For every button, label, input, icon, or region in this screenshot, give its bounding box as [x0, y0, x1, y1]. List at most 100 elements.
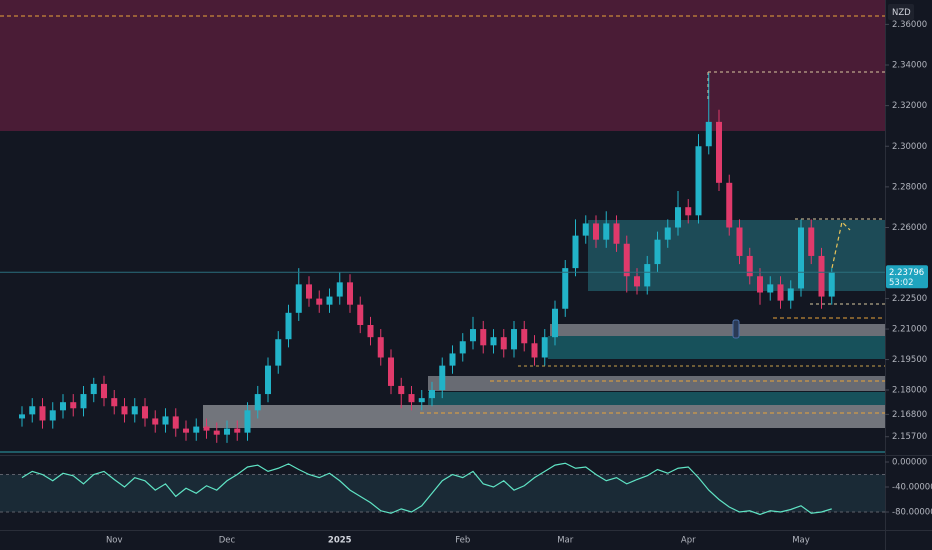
candle-body: [716, 121, 722, 183]
x-tick-label: Dec: [219, 536, 236, 546]
candle-body: [757, 276, 763, 293]
candle-body: [439, 365, 446, 390]
candle-body: [377, 337, 384, 358]
candle-body: [572, 235, 579, 269]
candle-body: [347, 282, 353, 305]
candle-body: [480, 329, 487, 346]
last-price-box: [886, 265, 928, 289]
candle-body: [787, 288, 794, 301]
candle-body: [675, 207, 681, 228]
y-tick-label: 0.00000: [892, 458, 927, 468]
y-tick-label: 2.18000: [892, 386, 927, 396]
candle-body: [552, 308, 558, 338]
candle-body: [705, 121, 712, 147]
candle-body: [193, 426, 200, 433]
candle-body: [336, 282, 343, 297]
candle-body: [316, 298, 323, 305]
candle-body: [162, 416, 169, 425]
candle-body: [275, 339, 282, 366]
candle-body: [511, 329, 517, 350]
candle-body: [213, 430, 220, 435]
candle-body: [429, 390, 435, 399]
x-tick-label: Feb: [455, 536, 470, 546]
gray-zone: [203, 405, 885, 428]
candle-body: [777, 284, 784, 301]
candle-body: [70, 402, 77, 409]
x-tick-label: 2025: [328, 536, 352, 546]
candle-body: [388, 357, 394, 386]
candle-body: [367, 325, 374, 338]
candle-body: [449, 353, 456, 366]
marker: [732, 319, 740, 339]
candle-body: [521, 329, 528, 344]
candle-body: [101, 383, 107, 399]
candle-body: [459, 341, 466, 354]
candle-body: [500, 337, 507, 350]
candle-body: [90, 383, 97, 395]
candle-body: [224, 428, 230, 435]
candle-body: [685, 207, 692, 216]
candle-body: [326, 296, 333, 305]
y-tick-label: 2.32000: [892, 101, 927, 111]
y-tick-label: 2.36000: [892, 20, 927, 30]
demand-zone: [428, 392, 885, 405]
candle-body: [654, 239, 661, 265]
candle-body: [613, 223, 620, 244]
y-tick-label: 2.26000: [892, 223, 927, 233]
candle-body: [203, 426, 210, 431]
candle-body: [295, 284, 302, 313]
candle-body: [470, 329, 476, 342]
candle-body: [808, 227, 815, 256]
candle-body: [726, 182, 733, 228]
y-tick-label: -80.00000: [892, 508, 932, 518]
demand-zone: [548, 336, 885, 359]
candle-body: [60, 402, 66, 411]
gray-zone: [550, 324, 885, 336]
y-tick-label: 2.28000: [892, 182, 927, 192]
last-price-label: 2.23796: [889, 268, 924, 278]
candle-body: [418, 398, 425, 403]
gray-zone: [428, 376, 885, 391]
candle-body: [254, 394, 261, 411]
x-tick-label: Mar: [557, 536, 574, 546]
candle-body: [39, 406, 46, 421]
candle-body: [664, 227, 671, 240]
candle-body: [306, 284, 312, 299]
candle-body: [736, 227, 743, 256]
countdown-label: 53:02: [889, 278, 914, 288]
candle-body: [19, 414, 25, 419]
y-tick-label: 2.30000: [892, 142, 927, 152]
candle-body: [593, 223, 599, 240]
candle-body: [798, 227, 804, 289]
candle-body: [244, 410, 251, 433]
y-tick-label: 2.21000: [892, 325, 927, 335]
candle-body: [142, 406, 148, 419]
candle-body: [695, 146, 702, 216]
y-tick-label: 2.16800: [892, 410, 927, 420]
candle-body: [767, 284, 774, 293]
candle-body: [285, 312, 292, 340]
candle-body: [183, 428, 189, 433]
candle-body: [121, 406, 128, 415]
candle-body: [234, 428, 241, 433]
y-tick-label: 2.15700: [892, 432, 927, 442]
candle-body: [634, 276, 640, 287]
candle-body: [531, 343, 538, 358]
candle-body: [408, 394, 415, 403]
candle-body: [562, 268, 569, 309]
candle-body: [357, 304, 364, 325]
candle-body: [172, 416, 179, 429]
candle-body: [644, 264, 651, 287]
candle-body: [265, 365, 271, 395]
y-tick-label: 2.19500: [892, 355, 927, 365]
x-tick-label: Apr: [681, 536, 696, 546]
x-tick-label: May: [792, 536, 810, 546]
candle-body: [80, 394, 87, 409]
x-tick-label: Nov: [106, 536, 123, 546]
candle-body: [152, 418, 159, 425]
y-tick-label: 2.22500: [892, 294, 927, 304]
candle-body: [603, 223, 610, 240]
candle-body: [623, 243, 630, 277]
axis-label-box: [888, 4, 914, 20]
